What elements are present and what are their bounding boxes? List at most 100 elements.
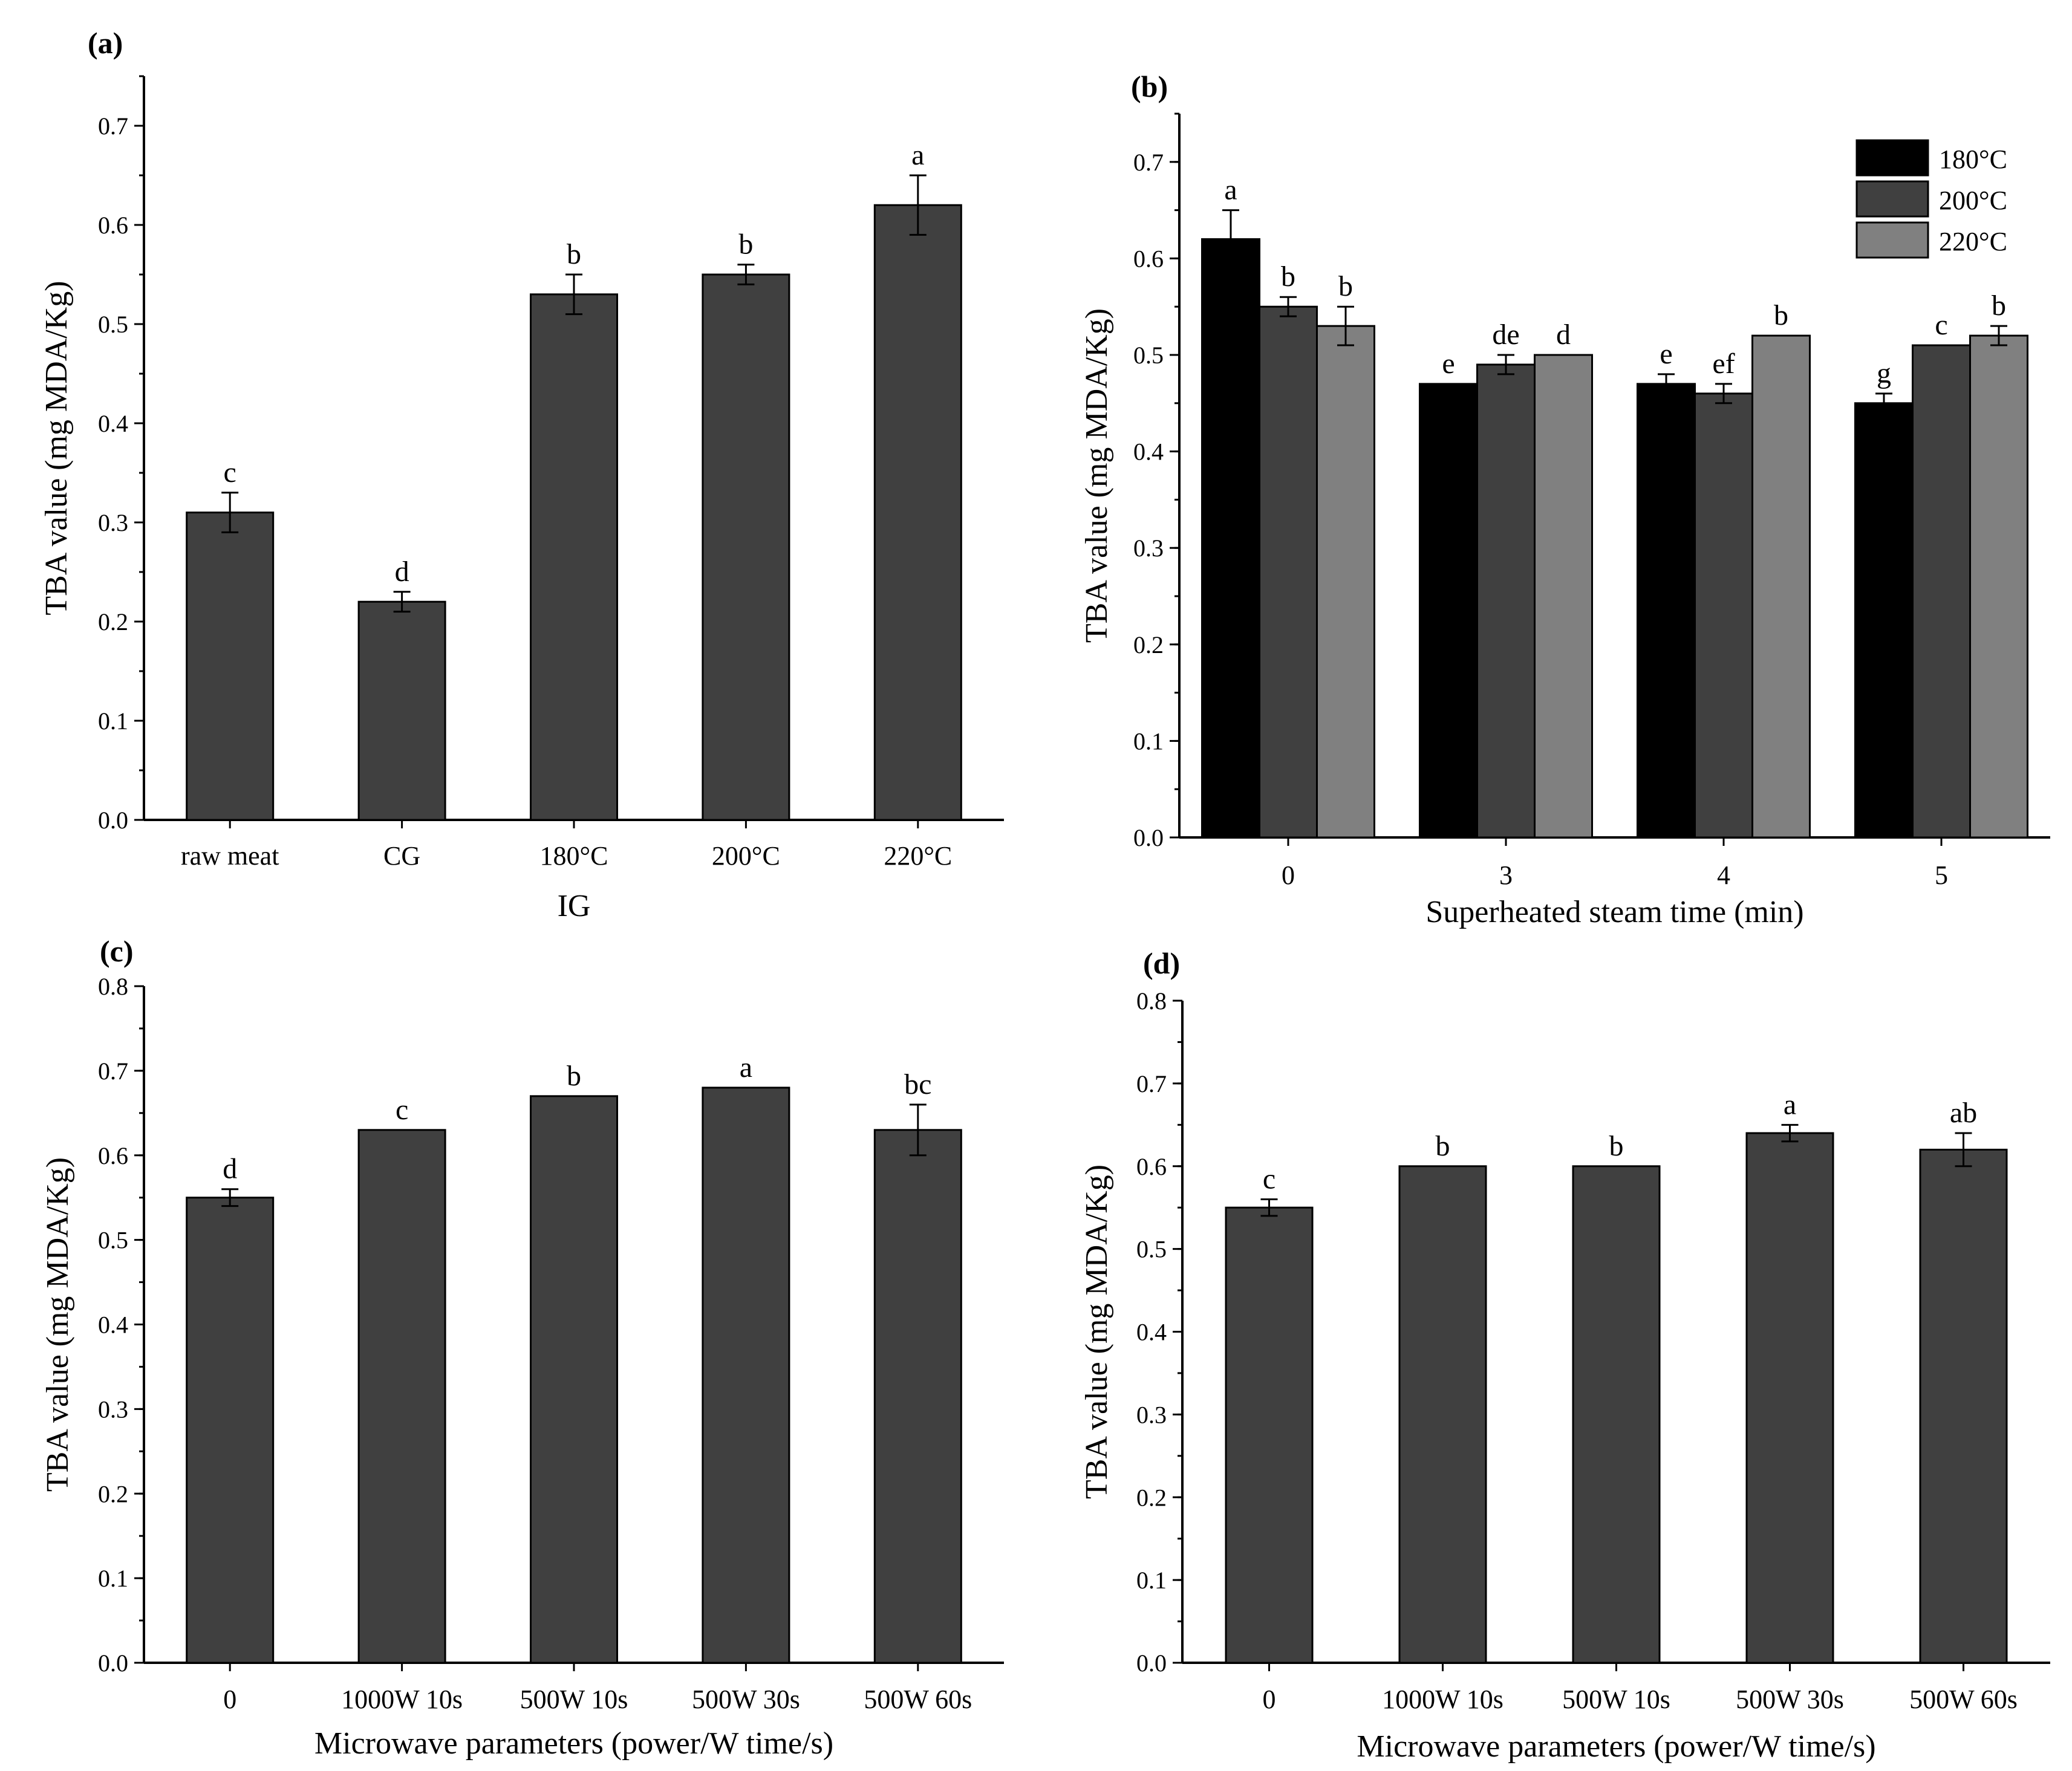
significance-letter: ef: [1712, 348, 1735, 380]
y-tick-label: 0.5: [98, 1227, 128, 1254]
y-tick-label: 0.2: [98, 608, 128, 635]
y-tick-label: 0.7: [98, 1058, 128, 1085]
bar: [1201, 238, 1260, 839]
y-tick-label: 0.5: [98, 311, 128, 338]
legend-swatch: [1855, 139, 1929, 177]
y-tick-label: 0.3: [98, 1396, 128, 1423]
significance-letter: b: [567, 1060, 581, 1092]
y-tick-label: 0.6: [1136, 1153, 1167, 1180]
y-tick-label: 0.4: [1136, 1319, 1167, 1346]
significance-letter: a: [1784, 1088, 1796, 1120]
y-tick-label: 0.8: [1136, 987, 1167, 1015]
significance-letter: b: [567, 238, 581, 270]
bar: [1745, 1132, 1834, 1664]
y-tick-label: 0.1: [98, 707, 128, 735]
bar: [1854, 402, 1914, 839]
significance-letter: d: [223, 1153, 237, 1185]
bar: [702, 273, 790, 821]
y-tick-label: 0.2: [98, 1480, 128, 1507]
significance-letter: b: [1609, 1130, 1624, 1162]
y-tick-label: 0.7: [1133, 149, 1164, 176]
y-tick-label: 0.3: [98, 509, 128, 536]
bar: [530, 293, 618, 821]
y-tick-label: 0.7: [98, 112, 128, 140]
y-tick-label: 0.1: [1133, 727, 1164, 755]
bar: [1694, 392, 1753, 839]
significance-letter: c: [396, 1094, 408, 1126]
y-tick-label: 0.6: [98, 1142, 128, 1169]
significance-letter: a: [1224, 174, 1237, 206]
y-tick-label: 0.2: [1136, 1484, 1167, 1511]
x-axis-label: IG: [558, 889, 591, 923]
significance-letter: b: [1992, 290, 2006, 322]
significance-letter: b: [1774, 299, 1788, 331]
x-tick-label: 500W 30s: [692, 1685, 800, 1714]
x-tick-label: raw meat: [181, 841, 279, 871]
panel-label: (a): [88, 26, 123, 60]
panel-label: (c): [100, 934, 134, 968]
x-tick-label: 500W 60s: [864, 1685, 972, 1714]
y-tick-label: 0.4: [1133, 438, 1164, 466]
x-tick-label: 200°C: [712, 841, 780, 871]
x-tick-label: 500W 10s: [520, 1685, 628, 1714]
y-tick-label: 0.5: [1136, 1236, 1167, 1263]
significance-letter: e: [1660, 338, 1672, 370]
y-tick-label: 0.6: [1133, 245, 1164, 272]
y-tick-label: 0.6: [98, 212, 128, 239]
y-tick-label: 0.3: [1136, 1401, 1167, 1428]
bar: [1572, 1165, 1661, 1664]
x-tick-label: 500W 10s: [1562, 1685, 1670, 1714]
x-tick-label: 1000W 10s: [1382, 1685, 1504, 1714]
bar: [1419, 383, 1478, 839]
legend-swatch: [1855, 180, 1929, 218]
y-axis-label: TBA value (mg MDA/Kg): [41, 1157, 75, 1492]
panel-label: (d): [1143, 946, 1180, 980]
legend-label: 200°C: [1939, 186, 2007, 215]
significance-letter: bc: [904, 1068, 931, 1100]
significance-letter: b: [1281, 261, 1295, 293]
bar: [1225, 1206, 1314, 1664]
y-tick-label: 0.7: [1136, 1070, 1167, 1097]
x-axis-label: Microwave parameters (power/W time/s): [314, 1726, 833, 1761]
y-axis-label: TBA value (mg MDA/Kg): [1080, 308, 1114, 643]
bar: [1912, 344, 1971, 839]
x-tick-label: 0: [1263, 1685, 1276, 1714]
significance-letter: c: [1263, 1163, 1275, 1195]
x-tick-label: 3: [1499, 860, 1513, 890]
bar: [702, 1087, 790, 1664]
y-tick-label: 0.3: [1133, 535, 1164, 562]
y-axis-label: TBA value (mg MDA/Kg): [39, 281, 74, 615]
y-tick-label: 0.2: [1133, 631, 1164, 658]
bar: [530, 1095, 618, 1664]
x-tick-label: 1000W 10s: [341, 1685, 463, 1714]
y-tick-label: 0.0: [98, 807, 128, 834]
legend-label: 180°C: [1939, 145, 2007, 174]
bar: [186, 1197, 275, 1664]
chart-panel-b: (b) 0.0 0.1 0.2 0.3 0.4 0.5 0.6 0.7 TBA value (mg…: [1080, 70, 2050, 929]
chart-panel-d: (d) 0.0 0.1 0.2 0.3 0.4 0.5 0.6 0.7 0.8 TBA value …: [1080, 946, 2050, 1764]
significance-letter: ab: [1950, 1097, 1977, 1129]
x-tick-label: 4: [1717, 860, 1730, 890]
significance-letter: c: [224, 457, 236, 489]
bar: [1969, 334, 2028, 839]
bar: [1398, 1165, 1487, 1664]
bar: [1637, 383, 1696, 839]
significance-letter: b: [1338, 270, 1353, 302]
bar: [873, 204, 962, 821]
x-tick-label: 5: [1935, 860, 1948, 890]
bar: [1534, 354, 1593, 839]
significance-letter: a: [911, 139, 924, 171]
bar: [357, 600, 446, 821]
bar: [1919, 1148, 2008, 1664]
bar: [1316, 325, 1375, 839]
y-tick-label: 0.1: [1136, 1567, 1167, 1594]
significance-letter: de: [1492, 319, 1519, 351]
significance-letter: c: [1935, 309, 1947, 341]
x-tick-label: 180°C: [540, 841, 608, 871]
chart-panel-a: (a) 0.0 0.1 0.2 0.3 0.4 0.5 0.6 0.7 TBA value (mg…: [39, 26, 1004, 923]
x-tick-label: 0: [223, 1685, 236, 1714]
y-tick-label: 0.5: [1133, 342, 1164, 369]
x-tick-label: 500W 30s: [1736, 1685, 1844, 1714]
x-axis-label: Microwave parameters (power/W time/s): [1357, 1729, 1875, 1764]
significance-letter: d: [395, 556, 409, 588]
